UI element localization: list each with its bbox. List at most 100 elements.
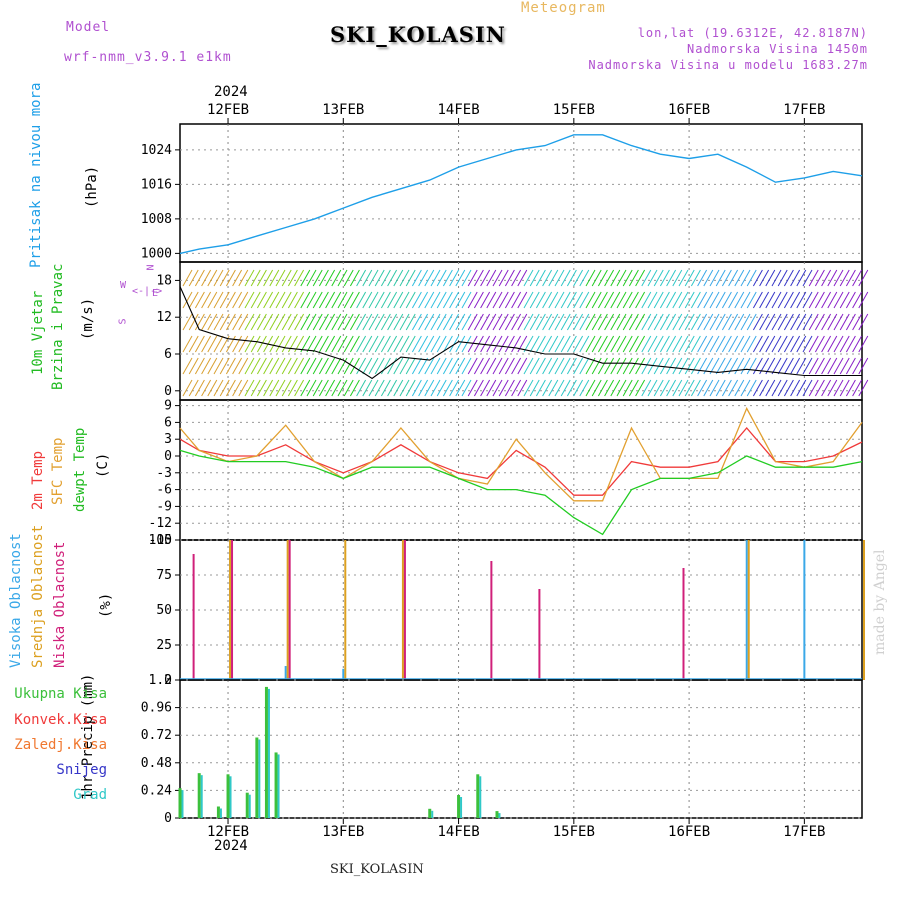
wind-barb: [504, 313, 515, 331]
wind-barb: [709, 313, 720, 331]
pressure-panel: 1000 1008 1016 1024: [141, 123, 863, 263]
wind-barb: [585, 313, 596, 331]
wind-barb: [387, 357, 398, 375]
wind-barb: [659, 313, 670, 331]
wind-barb: [269, 269, 280, 287]
wind-barb: [467, 357, 478, 375]
wind-barb: [740, 313, 751, 331]
y-tick-label: 6: [164, 347, 172, 362]
wind-barb: [207, 313, 218, 331]
wind-barb: [430, 313, 441, 331]
wind-barb: [238, 379, 249, 397]
wind-barb: [560, 357, 571, 375]
wind-barb: [833, 379, 844, 397]
wind-barb: [380, 291, 391, 309]
wind-barb: [349, 291, 360, 309]
panel-frame: [179, 679, 863, 819]
wind-barb: [728, 291, 739, 309]
wind-barb: [362, 291, 373, 309]
wind-barb: [411, 335, 422, 353]
wind-barb: [852, 379, 863, 397]
wind-barb: [585, 269, 596, 287]
wind-barb: [343, 291, 354, 309]
wind-barb: [393, 291, 404, 309]
wind-barb: [554, 335, 565, 353]
wind-barb: [684, 357, 695, 375]
wind-barb: [244, 269, 255, 287]
wind-barb: [765, 269, 776, 287]
wind-barb: [380, 357, 391, 375]
wind-barb: [368, 269, 379, 287]
wind-barb: [511, 357, 522, 375]
wind-barb: [604, 291, 615, 309]
wind-barb: [597, 313, 608, 331]
wind-barb: [808, 357, 819, 375]
wind-barb: [405, 291, 416, 309]
date-label-bottom: 16FEB: [668, 824, 710, 840]
wind-barb: [777, 335, 788, 353]
y-tick-label: 18: [156, 273, 172, 288]
wind-barb: [207, 291, 218, 309]
wind-barb: [188, 269, 199, 287]
wind-barb: [728, 269, 739, 287]
wind-barb: [734, 379, 745, 397]
wind-barb: [411, 313, 422, 331]
precip-bar-grad: [479, 776, 482, 818]
wind-barb: [715, 379, 726, 397]
model-label: Model: [66, 20, 111, 35]
wind-barb: [356, 379, 367, 397]
wind-barb: [647, 313, 658, 331]
wind-barb: [697, 313, 708, 331]
wind-barb: [573, 313, 584, 331]
wind-barb: [548, 313, 559, 331]
wind-barb: [449, 379, 460, 397]
compass-west: W: [120, 280, 127, 291]
y-tick-label: -6: [156, 483, 172, 498]
wind-barb: [331, 335, 342, 353]
wind-barb: [473, 357, 484, 375]
wind-barb: [374, 379, 385, 397]
wind-barb: [232, 379, 243, 397]
wind-barb: [566, 269, 577, 287]
wind-barb: [777, 291, 788, 309]
wind-barb: [647, 269, 658, 287]
wind-barb: [225, 357, 236, 375]
wind-barb: [777, 357, 788, 375]
wind-barb: [604, 335, 615, 353]
wind-barb: [777, 379, 788, 397]
wind-barb: [622, 357, 633, 375]
wind-barb: [399, 291, 410, 309]
wind-barb: [610, 291, 621, 309]
wind-barb: [523, 313, 534, 331]
wind-barb: [492, 335, 503, 353]
wind-barb: [411, 357, 422, 375]
wind-barb: [548, 269, 559, 287]
wind-barb: [300, 313, 311, 331]
wind-barb: [672, 269, 683, 287]
wind-barb: [566, 379, 577, 397]
wind-barb: [473, 379, 484, 397]
y-tick-label: -9: [156, 499, 172, 514]
wind-barb: [802, 379, 813, 397]
wind-barb: [294, 313, 305, 331]
wind-barb: [523, 357, 534, 375]
wind-barb: [250, 357, 261, 375]
date-label-top: 13FEB: [322, 102, 364, 118]
wind-barb: [839, 357, 850, 375]
precip-bar-grad: [460, 797, 463, 818]
wind-barb: [442, 313, 453, 331]
wind-barb: [591, 379, 602, 397]
pressure-line: [179, 134, 863, 255]
wind-barb: [579, 313, 590, 331]
wind-barb: [647, 335, 658, 353]
wind-barb: [504, 291, 515, 309]
wind-barb: [325, 291, 336, 309]
wind-barb: [517, 357, 528, 375]
wind-barb: [604, 269, 615, 287]
wind-barb: [325, 335, 336, 353]
precip-bar-total: [274, 752, 278, 818]
wind-barb: [256, 335, 267, 353]
wind-barb: [715, 269, 726, 287]
wind-barb: [449, 357, 460, 375]
wind-barb: [393, 269, 404, 287]
